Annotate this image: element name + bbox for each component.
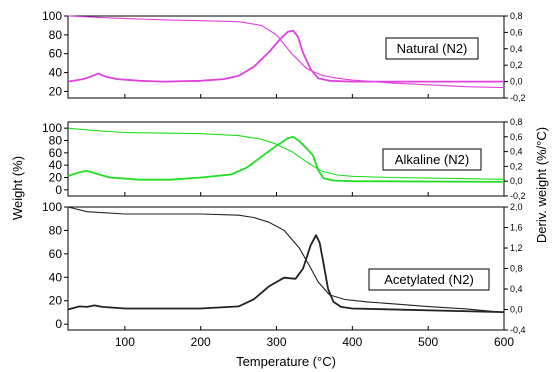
x-axis: 100 200 300 400 500 600 [115, 335, 514, 349]
right-tick-label: 0,0 [510, 305, 523, 315]
left-tick-label: 80 [49, 28, 63, 42]
left-tick-label: 60 [49, 247, 63, 261]
right-tick-label: 0,8 [510, 264, 523, 274]
right-tick-label: 1,6 [510, 223, 523, 233]
right-tick-label: 0,2 [510, 60, 523, 70]
y-axis-label-right: Deriv. weight (%/°C) [534, 127, 549, 243]
left-tick-label: 80 [49, 223, 63, 237]
weight-series-line [67, 206, 505, 313]
weight-series-line [67, 15, 505, 89]
weight-series-line [67, 127, 505, 180]
left-tick-label: 60 [49, 47, 63, 61]
right-tick-label: 1,2 [510, 243, 523, 253]
right-tick-label: 2,0 [510, 202, 523, 212]
plot-frame [67, 121, 505, 197]
left-tick-label: 0 [55, 183, 62, 197]
x-tick-label: 500 [418, 335, 438, 349]
left-tick-label: 40 [49, 66, 63, 80]
panel-acetylated: 100 80 60 40 20 0 2,0 1,6 1,2 0,8 0,4 0,0 -0,4 Acetyl… [42, 200, 526, 335]
right-tick-label: 0,8 [510, 11, 523, 21]
left-tick-label: 80 [49, 134, 63, 148]
right-tick-label: 0,4 [510, 284, 523, 294]
right-tick-label: 0,6 [510, 132, 523, 142]
plot-frame [67, 15, 505, 99]
right-tick-label: 0,0 [510, 176, 523, 186]
legend-label: Natural (N2) [397, 41, 468, 56]
x-axis-label: Temperature (°C) [236, 354, 336, 369]
legend-box [368, 268, 490, 291]
y-axis-label-left: Weight (%) [10, 156, 25, 220]
left-tick-label: 60 [49, 146, 63, 160]
right-tick-label: 0,4 [510, 147, 523, 157]
x-tick-label: 600 [494, 335, 514, 349]
right-tick-label: -0,2 [510, 191, 526, 201]
left-tick-label: 100 [42, 9, 62, 23]
right-tick-label: 0,6 [510, 27, 523, 37]
right-tick-label: 0,8 [510, 117, 523, 127]
x-tick-label: 300 [267, 335, 287, 349]
right-tick-label: 0,2 [510, 161, 523, 171]
left-tick-label: 40 [49, 158, 63, 172]
panel-natural: 100 80 60 40 20 0,8 0,6 0,4 0,2 0,0 -0,2 Natural (N… [42, 9, 526, 103]
left-tick-label: 20 [49, 171, 63, 185]
left-tick-label: 100 [42, 121, 62, 135]
left-tick-label: 0 [55, 317, 62, 331]
right-tick-label: 0,4 [510, 44, 523, 54]
right-tick-label: 0,0 [510, 77, 523, 87]
right-tick-label: -0,2 [510, 93, 526, 103]
legend-box [385, 37, 479, 60]
x-tick-label: 100 [115, 335, 135, 349]
derivative-series-line [67, 135, 505, 183]
left-tick-label: 100 [42, 200, 62, 214]
derivative-series-line [67, 29, 504, 83]
x-tick-label: 200 [191, 335, 211, 349]
legend-label: Acetylated (N2) [384, 272, 474, 287]
left-tick-label: 40 [49, 270, 63, 284]
legend-box [382, 148, 482, 171]
x-tick-label: 400 [342, 335, 362, 349]
legend-label: Alkaline (N2) [395, 152, 469, 167]
derivative-series-line [67, 234, 505, 313]
left-tick-label: 20 [49, 84, 63, 98]
right-tick-label: -0,4 [510, 325, 526, 335]
left-tick-label: 20 [49, 294, 63, 308]
